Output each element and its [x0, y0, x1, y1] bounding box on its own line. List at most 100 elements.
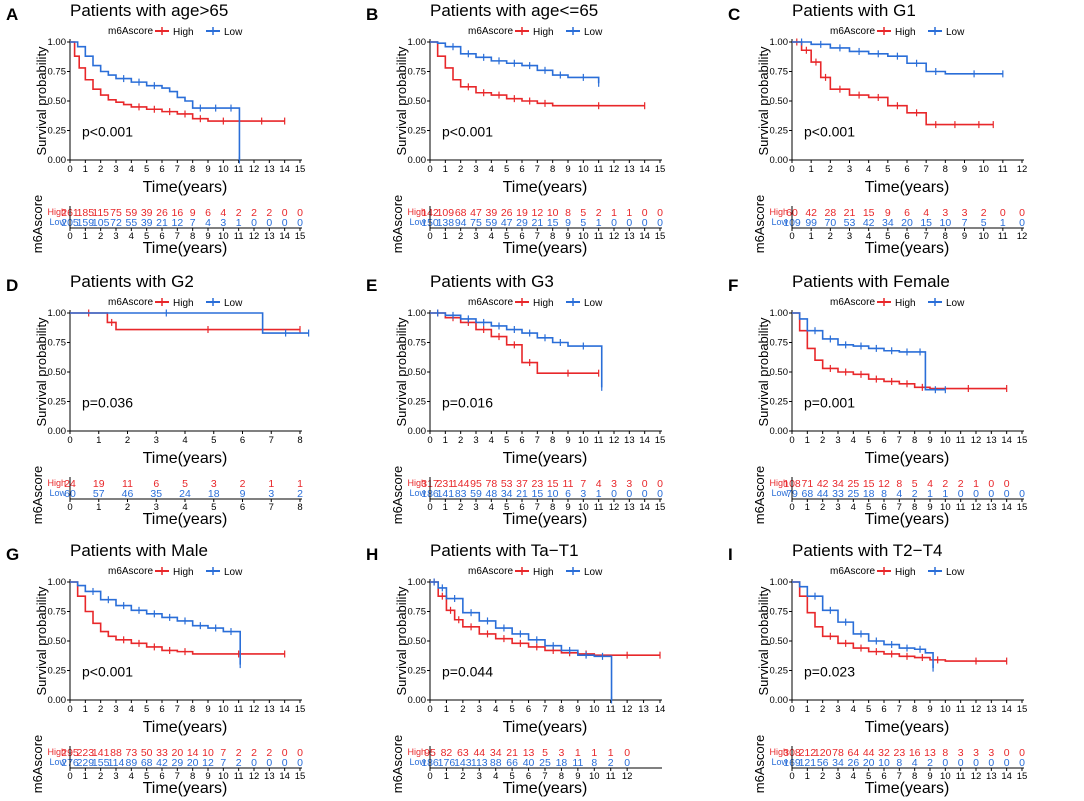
risk-count-low: 121 — [799, 757, 817, 769]
x-tick-label: 12 — [609, 435, 620, 446]
p-value-h: p=0.044 — [442, 663, 493, 679]
x-tick-label: 6 — [519, 435, 524, 446]
risk-x-tick-label: 2 — [98, 771, 103, 782]
risk-count-low: 3 — [220, 217, 226, 229]
y-tick-label: 0.50 — [770, 367, 789, 378]
legend-title: m6Ascore — [830, 297, 875, 308]
risk-x-tick-label: 5 — [866, 771, 871, 782]
chart-title-i: Patients with T2−T4 — [792, 541, 942, 560]
risk-count-low: 75 — [470, 217, 482, 229]
y-tick-label: 0.00 — [48, 426, 67, 437]
risk-x-tick-label: 3 — [473, 502, 478, 513]
risk-count-high: 12 — [531, 207, 543, 219]
risk-x-tick-label: 7 — [535, 231, 540, 242]
risk-x-tick-label: 11 — [594, 231, 604, 242]
risk-row-label-high: High — [769, 478, 788, 488]
x-tick-label: 10 — [940, 704, 951, 715]
km-curve-low — [430, 41, 600, 84]
legend-a: m6Ascore High Low — [108, 26, 243, 38]
risk-count-low: 44 — [817, 488, 829, 500]
risk-count-high: 75 — [110, 207, 122, 219]
risk-count-high: 23 — [893, 747, 905, 759]
legend-label-low: Low — [224, 298, 243, 309]
x-axis-title: Time(years) — [143, 450, 228, 467]
risk-count-low: 0 — [297, 217, 303, 229]
x-tick-label: 1 — [83, 164, 88, 175]
risk-x-tick-label: 11 — [234, 231, 244, 242]
risk-table-title: m6Ascore — [752, 195, 767, 254]
risk-x-tick-label: 12 — [609, 502, 620, 513]
risk-count-high: 16 — [909, 747, 921, 759]
y-tick-label: 0.75 — [770, 607, 789, 618]
risk-x-tick-label: 9 — [565, 231, 570, 242]
risk-count-high: 7 — [580, 478, 586, 490]
risk-count-high: 0 — [1004, 478, 1010, 490]
chart-title-e: Patients with G3 — [430, 272, 554, 291]
legend-e: m6Ascore High Low — [468, 297, 603, 309]
risk-count-high: 3 — [611, 478, 617, 490]
risk-count-low: 0 — [282, 217, 288, 229]
x-tick-label: 0 — [789, 164, 794, 175]
risk-count-low: 9 — [565, 217, 571, 229]
risk-count-high: 15 — [863, 207, 875, 219]
y-tick-label: 0.25 — [408, 126, 427, 137]
risk-x-tick-label: 3 — [477, 771, 482, 782]
risk-x-tick-label: 7 — [897, 771, 902, 782]
x-tick-label: 15 — [295, 704, 306, 715]
y-axis-title: Survival probability — [394, 46, 409, 156]
y-tick-label: 0.50 — [48, 367, 67, 378]
chart-title-b: Patients with age<=65 — [430, 1, 598, 20]
risk-x-tick-label: 15 — [655, 502, 666, 513]
x-tick-label: 13 — [624, 164, 635, 175]
x-axis-title: Time(years) — [503, 719, 588, 736]
risk-row-label-low: Low — [409, 757, 426, 767]
x-tick-label: 4 — [489, 435, 494, 446]
risk-count-low: 0 — [1004, 488, 1010, 500]
x-tick-label: 6 — [159, 164, 164, 175]
y-tick-label: 0.75 — [48, 338, 67, 349]
x-tick-label: 0 — [67, 435, 72, 446]
x-tick-label: 1 — [443, 164, 448, 175]
risk-count-high: 26 — [156, 207, 168, 219]
risk-count-high: 0 — [297, 207, 303, 219]
legend-label-high: High — [895, 567, 916, 578]
x-tick-label: 13 — [264, 164, 275, 175]
risk-count-low: 0 — [297, 757, 303, 769]
risk-x-tick-label: 5 — [144, 231, 149, 242]
risk-x-tick-label: 7 — [175, 771, 180, 782]
risk-x-tick-label: 3 — [835, 771, 840, 782]
x-tick-label: 6 — [159, 704, 164, 715]
x-tick-label: 3 — [473, 435, 478, 446]
risk-x-tick-label: 10 — [940, 502, 951, 513]
risk-count-low: 0 — [1019, 757, 1025, 769]
x-tick-label: 5 — [504, 164, 509, 175]
x-tick-label: 4 — [851, 435, 856, 446]
risk-count-high: 6 — [205, 207, 211, 219]
y-tick-label: 0.75 — [408, 607, 427, 618]
risk-count-high: 82 — [441, 747, 453, 759]
x-axis-title: Time(years) — [143, 719, 228, 736]
risk-count-high: 50 — [141, 747, 153, 759]
x-axis-title: Time(years) — [143, 179, 228, 196]
risk-count-low: 8 — [881, 488, 887, 500]
risk-count-low: 2 — [236, 757, 242, 769]
risk-count-high: 0 — [1004, 747, 1010, 759]
risk-x-tick-label: 1 — [443, 502, 448, 513]
legend-title: m6Ascore — [830, 566, 875, 577]
risk-x-tick-label: 5 — [211, 502, 216, 513]
risk-x-axis-title: Time(years) — [865, 780, 950, 797]
legend-label-low: Low — [584, 567, 603, 578]
risk-x-tick-label: 5 — [509, 771, 514, 782]
risk-x-tick-label: 8 — [190, 771, 195, 782]
km-curve-high — [70, 581, 285, 655]
legend-title: m6Ascore — [468, 26, 513, 37]
y-tick-label: 1.00 — [408, 37, 427, 48]
x-tick-label: 12 — [609, 164, 620, 175]
risk-x-tick-label: 2 — [458, 231, 463, 242]
risk-count-low: 0 — [251, 217, 257, 229]
risk-table-title: m6Ascore — [390, 735, 405, 794]
